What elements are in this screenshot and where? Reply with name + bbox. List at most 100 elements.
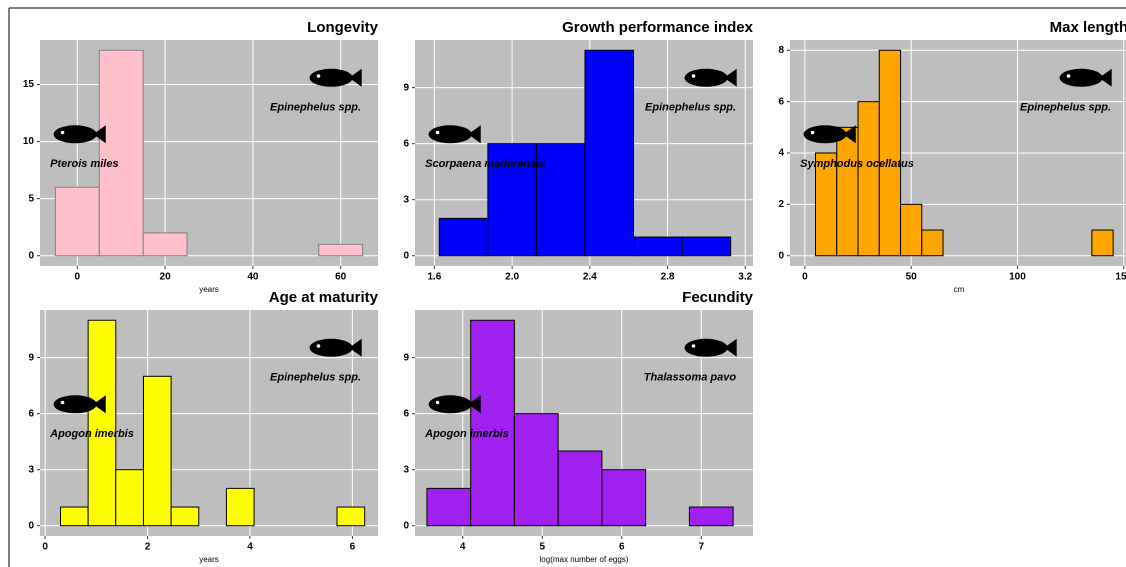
y-tick-label: 8 [778,45,784,56]
y-tick-label: 6 [28,408,34,419]
y-tick-label: 4 [778,148,784,159]
species-label: Thalassoma pavo [644,372,737,384]
y-tick-label: 9 [403,82,409,93]
x-tick-label: 50 [906,272,918,283]
figure: Longevity0510150204060yearsEpinephelus s… [0,0,1126,567]
y-tick-label: 5 [28,193,34,204]
x-tick-label: 6 [350,542,356,553]
x-axis-label: log(max number of eggs) [540,555,629,564]
fish-eye [692,344,696,348]
fish-eye [317,344,321,348]
fish-eye [1067,74,1071,78]
histogram-bar [99,50,143,255]
x-tick-label: 150 [1115,272,1126,283]
histogram-bar [837,127,858,255]
fish-icon [429,395,472,413]
histogram-bar [427,488,471,525]
histogram-bar [337,507,365,526]
species-label: Apogon imerbis [49,428,134,440]
y-tick-label: 9 [403,352,409,363]
fish-eye [811,131,815,135]
x-tick-label: 2.8 [661,272,675,283]
histogram-bar [116,470,144,526]
fish-icon [310,339,353,357]
histogram-bar [319,244,363,255]
species-label: Pterois miles [50,158,118,170]
histogram-bar [879,50,900,255]
histogram-bar [171,507,199,526]
histogram-bar [471,320,515,525]
x-tick-label: 2.0 [505,272,519,283]
fish-eye [436,401,440,405]
fish-eye [61,401,65,405]
histogram-bar [901,204,922,255]
chart-title: Max length [1050,19,1126,36]
chart-title: Age at maturity [269,289,379,306]
fish-icon [804,125,847,143]
y-tick-label: 15 [23,79,35,90]
x-tick-label: 6 [619,542,625,553]
fish-icon [54,125,97,143]
chart-title: Longevity [307,19,378,36]
chart-panel: Growth performance index 0 3 6 9 1.6 2.0 2.4 2.8… [403,19,753,283]
y-tick-label: 6 [403,138,409,149]
x-tick-label: 4 [460,542,466,553]
x-axis-label: years [199,285,219,294]
y-tick-label: 0 [403,520,409,531]
fish-icon [685,339,728,357]
x-axis-label: years [199,555,219,564]
fish-eye [317,74,321,78]
x-tick-label: 0 [42,542,48,553]
species-label: Scorpaena maderensis [425,158,545,170]
x-tick-label: 0 [802,272,808,283]
x-tick-label: 3.2 [738,272,752,283]
fish-icon [429,125,472,143]
chart-panel: Age at maturity 0 3 6 9 0 2 4 6 years Epinephelus … [28,289,378,564]
chart-title: Fecundity [682,289,753,306]
histogram-bar [558,451,602,526]
y-tick-label: 3 [28,464,34,475]
y-tick-label: 0 [778,250,784,261]
x-tick-label: 2 [145,542,151,553]
fish-icon [685,69,728,87]
y-tick-label: 0 [28,250,34,261]
chart-title: Growth performance index [562,19,754,36]
histogram-bar [143,233,187,256]
x-tick-label: 20 [160,272,172,283]
y-tick-label: 0 [403,250,409,261]
y-tick-label: 3 [403,464,409,475]
x-tick-label: 40 [247,272,259,283]
histogram-bar [88,320,116,525]
y-tick-label: 6 [403,408,409,419]
histogram-bar [226,488,254,525]
y-tick-label: 6 [778,96,784,107]
histogram-bar [922,230,943,256]
histogram-bar [55,187,99,255]
x-tick-label: 60 [335,272,347,283]
species-label: Epinephelus spp. [270,102,361,114]
histogram-bar [602,470,646,526]
histogram-bar [682,237,731,256]
x-tick-label: 7 [699,542,705,553]
fish-icon [54,395,97,413]
fish-eye [436,131,440,135]
histogram-bar [689,507,733,526]
y-tick-label: 9 [28,352,34,363]
histogram-bar [514,414,558,526]
histogram-bar [143,376,171,525]
y-tick-label: 3 [403,194,409,205]
x-tick-label: 4 [247,542,253,553]
species-label: Apogon imerbis [424,428,509,440]
species-label: Epinephelus spp. [645,102,736,114]
x-tick-label: 2.4 [583,272,597,283]
species-label: Epinephelus spp. [1020,102,1111,114]
x-tick-label: 1.6 [427,272,441,283]
histogram-bar [60,507,88,526]
histogram-bar [1092,230,1113,256]
y-tick-label: 0 [28,520,34,531]
species-label: Symphodus ocellatus [800,158,914,170]
species-label: Epinephelus spp. [270,372,361,384]
x-tick-label: 100 [1009,272,1026,283]
